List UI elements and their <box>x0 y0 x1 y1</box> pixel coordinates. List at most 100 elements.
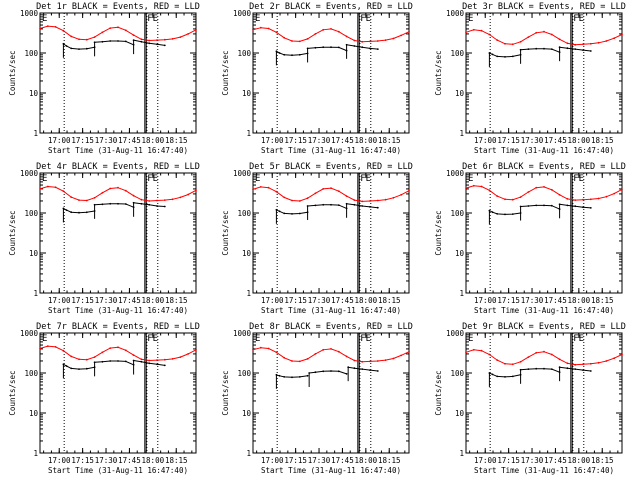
series-point-lld <box>480 185 483 188</box>
series-point-lld <box>156 359 158 361</box>
series-point-events <box>550 204 553 207</box>
y-tick-label: 100 <box>450 369 464 378</box>
series-point-events <box>124 203 127 205</box>
y-tick-label: 1 <box>33 289 38 298</box>
series-point-lld <box>605 360 608 362</box>
series-point-lld <box>400 34 403 37</box>
series-line-events <box>520 368 560 373</box>
series-point-lld <box>369 200 371 202</box>
series-point-lld <box>187 193 190 196</box>
y-axis-label: Counts/sec <box>434 50 443 95</box>
series-point-lld <box>361 360 364 363</box>
y-tick-label: 1 <box>33 129 38 138</box>
series-point-lld <box>392 37 395 40</box>
x-axis-label: Start Time (31-Aug-11 16:47:40) <box>474 306 614 315</box>
marker-label-e: E <box>42 334 47 344</box>
y-tick-label: 10 <box>242 89 252 98</box>
series-line-events <box>94 360 134 366</box>
y-tick-label: 100 <box>24 209 38 218</box>
series-point-lld <box>330 187 332 189</box>
x-tick-label: 17:15 <box>71 296 94 305</box>
series-point-lld <box>519 40 522 43</box>
series-point-events <box>496 375 499 378</box>
series-point-events <box>140 202 143 205</box>
series-line-events <box>309 370 347 375</box>
panel-det-2: Det 2r BLACK = Events, RED = LLD 1 10 100 10… <box>221 2 413 155</box>
series-point-lld <box>472 348 475 351</box>
series-point-events <box>70 211 73 214</box>
x-tick-label: 17:45 <box>331 296 354 305</box>
series-point-lld <box>330 28 332 30</box>
series-point-lld <box>314 33 317 35</box>
series-point-lld <box>179 196 182 199</box>
series-point-lld <box>171 38 174 40</box>
series-point-events <box>527 48 530 50</box>
series-point-lld <box>535 31 538 34</box>
series-point-events <box>85 211 88 214</box>
series-line-events <box>520 204 560 210</box>
x-tick-label: 17:15 <box>284 136 307 145</box>
x-tick-label: 18:15 <box>165 456 188 465</box>
series-point-lld <box>124 349 127 352</box>
series-point-lld <box>298 200 301 202</box>
series-point-lld <box>252 188 254 191</box>
series-point-lld <box>62 190 65 193</box>
series-point-events <box>504 213 506 216</box>
series-point-lld <box>574 363 577 366</box>
panel-title: Det 3r BLACK = Events, RED = LLD <box>462 2 626 12</box>
y-tick-label: 100 <box>24 369 38 378</box>
series-point-lld <box>54 26 57 28</box>
series-point-lld <box>39 188 41 190</box>
series-point-events <box>101 40 104 43</box>
marker-label-e: E <box>468 14 473 24</box>
x-tick-label: 17:45 <box>118 136 141 145</box>
series-point-events <box>345 373 348 375</box>
plot-frame <box>39 332 197 454</box>
series-point-lld <box>117 186 119 189</box>
series-point-lld <box>187 33 190 35</box>
x-tick-label: 18:15 <box>378 456 401 465</box>
y-tick-label: 1000 <box>233 9 252 18</box>
y-axis-label: Counts/sec <box>434 370 443 415</box>
series-point-lld <box>597 197 600 200</box>
series-point-lld <box>39 347 41 350</box>
x-tick-label: 17:00 <box>48 456 71 465</box>
series-point-lld <box>70 35 73 38</box>
series-point-lld <box>252 348 254 351</box>
series-point-events <box>511 55 514 58</box>
series-point-events <box>566 47 569 50</box>
series-point-lld <box>589 42 592 45</box>
series-point-lld <box>132 194 135 197</box>
x-axis-label: Start Time (31-Aug-11 16:47:40) <box>261 466 401 475</box>
x-tick-label: 17:30 <box>308 456 331 465</box>
series-point-lld <box>117 26 119 29</box>
series-point-lld <box>101 31 104 34</box>
series-point-events <box>322 203 325 206</box>
y-tick-label: 10 <box>29 249 39 258</box>
series-point-events <box>314 204 317 207</box>
marker-label-fe: FE <box>360 14 371 24</box>
series-point-lld <box>156 39 158 41</box>
series-point-lld <box>480 349 483 352</box>
series-point-lld <box>93 36 96 38</box>
series-point-events <box>314 46 317 49</box>
plot-frame <box>39 12 197 134</box>
series-point-lld <box>535 351 538 354</box>
series-point-lld <box>535 186 538 189</box>
series-point-lld <box>267 186 270 189</box>
series-point-lld <box>179 356 182 358</box>
series-point-lld <box>574 43 577 46</box>
y-tick-label: 10 <box>29 89 39 98</box>
series-point-lld <box>392 196 395 199</box>
y-tick-label: 1000 <box>20 329 39 338</box>
y-tick-label: 100 <box>237 209 251 218</box>
series-point-events <box>504 56 506 58</box>
series-point-events <box>589 207 592 209</box>
series-point-lld <box>511 363 514 366</box>
x-tick-label: 17:15 <box>284 296 307 305</box>
series-point-events <box>527 368 530 370</box>
series-point-lld <box>267 27 270 30</box>
plot-frame <box>252 332 410 454</box>
x-tick-label: 18:00 <box>142 456 165 465</box>
